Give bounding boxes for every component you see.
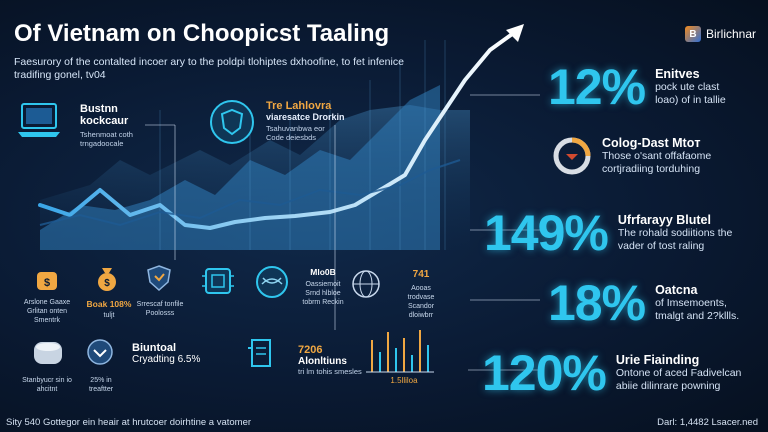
lower-block-4-title: 7206 <box>298 344 323 356</box>
stat-3-desc: The rohald sodiitions the vader of tost … <box>617 227 733 252</box>
center-block: Tre Lahlovra viaresatce Drorkin Tsahuvan… <box>266 100 366 142</box>
brand-name: Birlichnar <box>705 27 756 41</box>
lower-block-3: Biuntoal Cryadting 6.5% <box>132 342 200 365</box>
bottom-icon-2-label: Boak 108% <box>86 299 132 309</box>
lower-block-4-desc: tri lm tohis smesles <box>298 367 362 376</box>
brand[interactable]: B Birlichnar <box>684 26 756 42</box>
laptop-icon <box>18 103 60 137</box>
mini-bars <box>366 330 434 373</box>
stat-1-value: 12% <box>548 59 646 115</box>
lower-block-4: 7206 Alonltiuns tri lm tohis smesles <box>298 344 362 376</box>
laptop-block-title: Bustnn kockcaur <box>80 103 129 127</box>
database-icon <box>34 342 62 364</box>
stat-1-desc: pock ute clast loao) of in tallie <box>655 81 726 106</box>
svg-text:$: $ <box>104 278 110 289</box>
brand-logo-icon: B <box>684 26 701 42</box>
donut-gauge-icon <box>553 137 591 175</box>
stat-3-title: Ufrfarayy Blutel <box>617 213 711 227</box>
lower-block-3-title: Biuntoal <box>132 342 176 354</box>
bottom-icon-1-label: Arslone Gaaxe Grlitan onten Smentrk <box>23 299 71 324</box>
stat-5-value: 120% <box>482 345 607 401</box>
footer-left: Sity 540 Gottegor ein heair at hrutcoer … <box>6 417 252 428</box>
stat-2-desc: Those o'sant offafaome cortjradiing tord… <box>602 150 712 175</box>
page-title: Of Vietnam on Choopicst Taaling <box>14 20 390 47</box>
document-stack-icon <box>248 339 271 367</box>
trend-arrow-head <box>506 24 524 42</box>
laptop-block: Bustnn kockcaur Tshenmoat coth trngadooc… <box>80 103 150 148</box>
bottom-icon-6-sub: Oassiemoit Srnd hlbloe tobrm Reckin <box>302 281 344 306</box>
bottom-icon-3-label: Srrescaf tonfile Poolosss <box>136 301 184 317</box>
center-block-subtitle: viaresatce Drorkin <box>266 112 345 122</box>
stat-5-desc: Ontone of aced Fadivelcan abiie dilinrar… <box>615 367 742 392</box>
stat-2-title: Colog-Dast Mtoт <box>602 136 701 150</box>
footer-right: Darl: 1,4482 Lsacer.ned <box>657 417 758 428</box>
secondary-line <box>39 159 461 227</box>
stat-4-desc: of Imsemoents, tmalgt and 2?kllls. <box>655 297 740 322</box>
money-bag-icon: $ <box>37 272 57 290</box>
trend-line <box>38 30 517 230</box>
grid-lines <box>159 40 446 250</box>
stat-3-value: 149% <box>484 205 609 261</box>
bottom-icon-6-label: Mlo0B <box>310 267 336 277</box>
page-subtitle: Faesurory of the contalted incoer ary to… <box>14 56 404 81</box>
stat-5: 120% Urie Fiainding Ontone of aced Fadiv… <box>482 344 766 402</box>
center-block-title: Tre Lahlovra <box>266 100 332 112</box>
lower-label-2: 25% in treaftter <box>88 377 114 393</box>
bottom-icon-2-sub: tuljt <box>103 312 115 319</box>
stat-4-title: Oatcna <box>655 283 698 297</box>
shield-emblem-icon <box>210 100 254 144</box>
laptop-block-desc: Tshenmoat coth trngadoocale <box>80 130 133 148</box>
stat-1-title: Enitves <box>655 67 700 81</box>
lower-label-5: 1.5lliloa <box>390 376 418 385</box>
shield-icon <box>147 265 171 292</box>
connector-lines <box>145 94 540 371</box>
bottom-icon-8-label: 741 <box>412 269 430 280</box>
stat-2: Colog-Dast Mtoт Those o'sant offafaome c… <box>552 136 752 176</box>
stat-1: 12% Enitves pock ute clast loao) of in t… <box>548 58 741 116</box>
download-circle-icon <box>87 339 113 365</box>
svg-text:$: $ <box>44 277 50 289</box>
bottom-icon-8-sub: Aooas trodvase Scandor dloiwbrr <box>407 285 435 319</box>
network-globe-icon <box>256 266 288 298</box>
stat-3: 149% Ufrfarayy Blutel The rohald sodiiti… <box>484 204 758 262</box>
coin-bag-icon: $ <box>98 268 116 291</box>
lower-block-4-sub: Alonltiuns <box>298 356 347 367</box>
world-icon <box>352 270 380 298</box>
stat-4-value: 18% <box>548 275 646 331</box>
chip-icon <box>202 268 234 294</box>
lower-label-1: Stanbyucr sin io ahcitnt <box>22 377 72 393</box>
lower-block-3-sub: Cryadting 6.5% <box>132 354 201 365</box>
stat-4: 18% Oatcna of Imsemoents, tmalgt and 2?k… <box>548 274 755 332</box>
stat-5-title: Urie Fiainding <box>615 353 700 367</box>
center-block-desc: Tsahuvanbwa eor Code deiesbds <box>266 124 325 142</box>
